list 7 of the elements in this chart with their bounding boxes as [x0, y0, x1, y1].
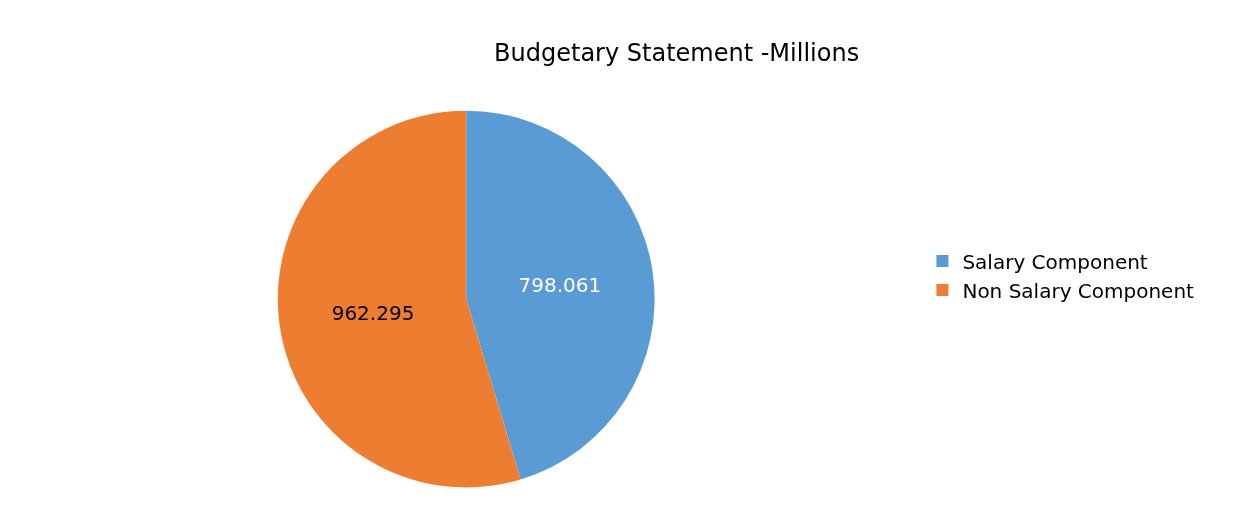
pie-slice: [277, 110, 521, 488]
chart-title: Budgetary Statement -Millions: [494, 38, 860, 67]
legend-label: Salary Component: [962, 249, 1148, 274]
legend-label: Non Salary Component: [962, 278, 1195, 303]
data-label: 962.295: [331, 300, 415, 325]
pie-slice: [466, 110, 655, 480]
data-label: 798.061: [518, 273, 602, 298]
